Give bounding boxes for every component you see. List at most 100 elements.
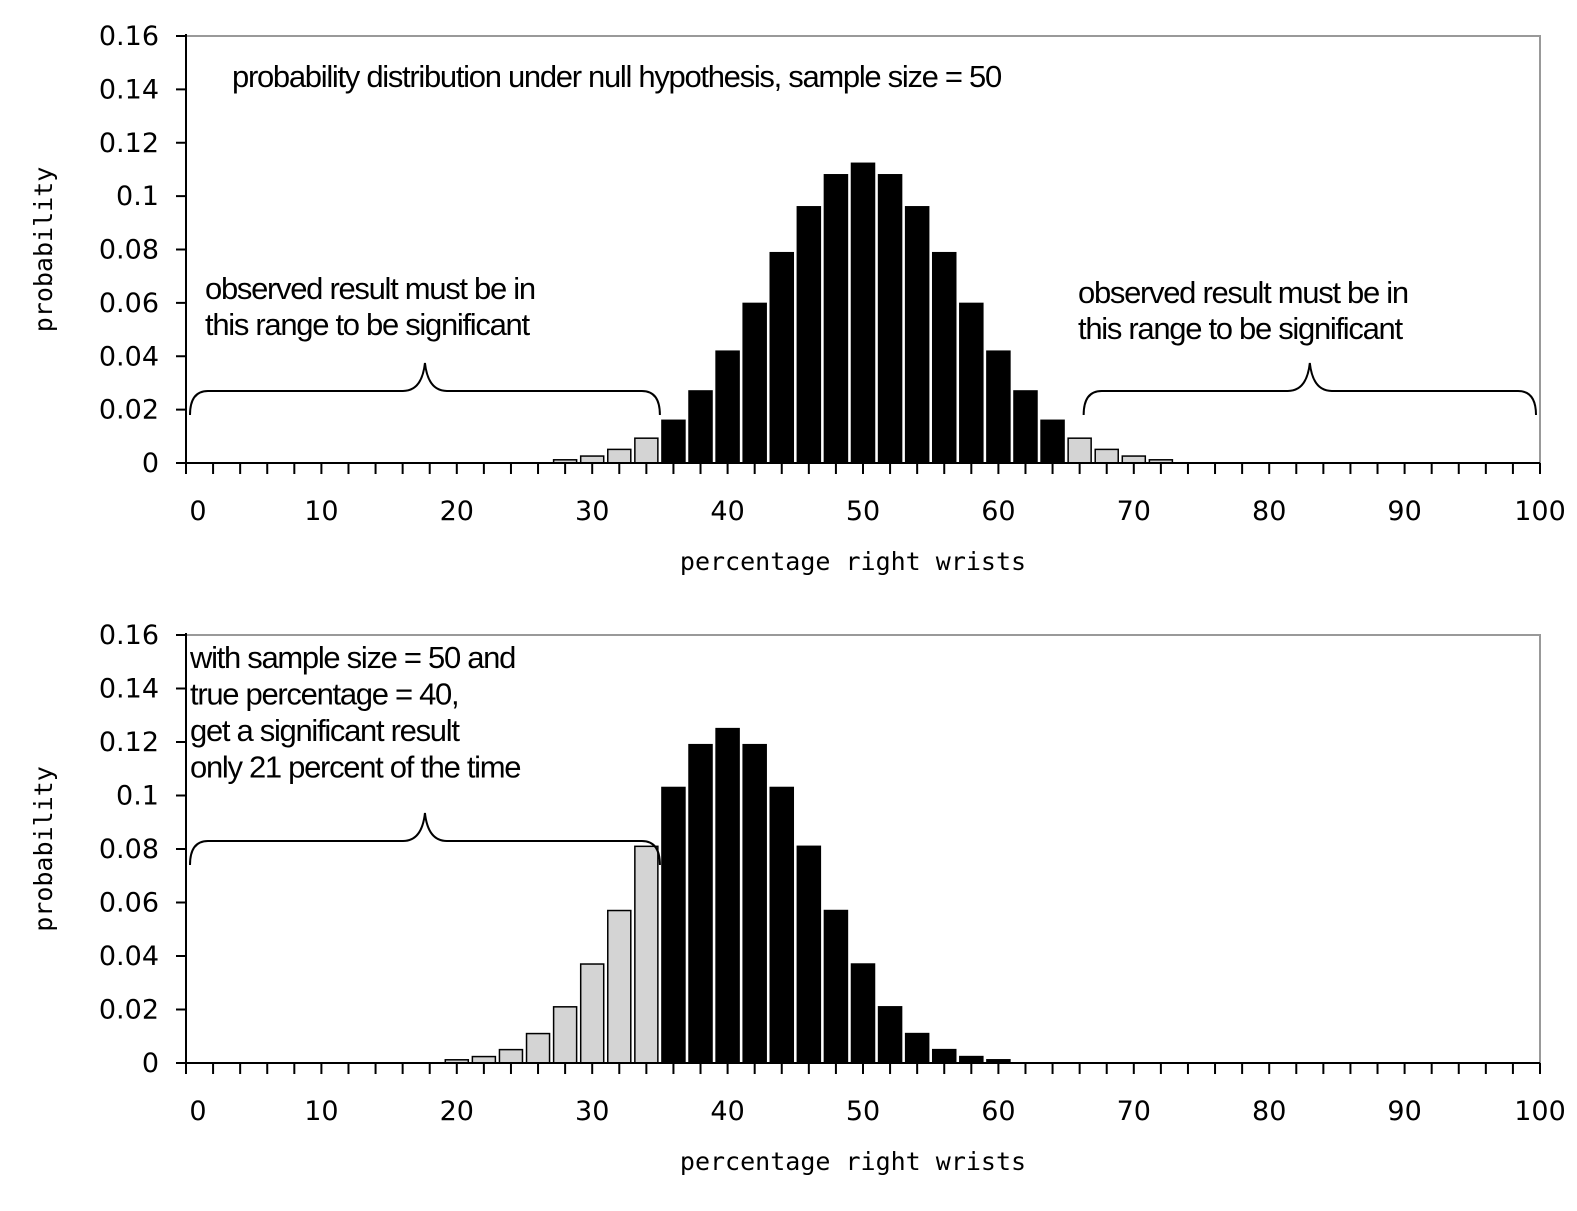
x-ticks: 0 10 20 30 40 50 60 70 80 90 100	[185, 463, 1566, 527]
bar-42	[742, 743, 767, 1064]
y-axis-label: probability	[29, 766, 58, 932]
y-tick-label: 0.12	[99, 727, 159, 758]
x-tick-label: 80	[1252, 496, 1286, 527]
bar-58	[959, 302, 984, 464]
bar-38	[688, 390, 713, 464]
significance-bracket	[189, 812, 661, 865]
annotation-line: this range to be significant	[1078, 311, 1403, 346]
bar-48	[823, 909, 849, 1064]
bar-64	[1040, 419, 1065, 464]
x-tick-label: 10	[304, 1096, 338, 1127]
y-ticks: 0 0.02 0.04 0.06 0.08 0.1 0.12 0.14 0.16	[99, 620, 186, 1079]
bar-38	[688, 743, 713, 1064]
annotation-line: this range to be significant	[205, 307, 530, 342]
y-tick-label: 0.14	[99, 74, 159, 105]
bar-60	[986, 350, 1011, 464]
x-tick-label: 30	[575, 496, 609, 527]
bar-significant-30	[579, 455, 605, 464]
y-tick-label: 0.06	[99, 888, 159, 919]
y-tick-label: 0.08	[99, 834, 159, 865]
y-tick-label: 0	[142, 1048, 159, 1079]
y-tick-label: 0.02	[99, 395, 159, 426]
x-tick-label: 90	[1387, 1096, 1421, 1127]
annotation-line: get a significant result	[190, 713, 460, 748]
y-tick-label: 0.14	[99, 674, 159, 705]
bar-54	[904, 206, 930, 464]
bar-50	[850, 162, 876, 464]
bar-46	[796, 845, 822, 1064]
x-tick-label: 70	[1117, 496, 1151, 527]
x-tick-label: 80	[1252, 1096, 1286, 1127]
bar-56	[931, 1048, 957, 1064]
x-tick-label: 0	[189, 496, 206, 527]
x-tick-label: 50	[846, 1096, 880, 1127]
bar-significant-34	[634, 845, 659, 1064]
significance-bracket	[189, 362, 661, 415]
bars	[552, 162, 1174, 464]
bar-46	[796, 206, 822, 464]
x-tick-label: 70	[1117, 1096, 1151, 1127]
annotation-line: observed result must be in	[205, 271, 535, 306]
significance-bracket	[1082, 362, 1537, 415]
bar-significant-26	[525, 1032, 551, 1064]
bar-significant-24	[498, 1048, 524, 1064]
bar-significant-28	[552, 1006, 578, 1064]
bar-44	[769, 786, 795, 1064]
bar-40	[715, 727, 740, 1064]
x-tick-label: 20	[440, 1096, 474, 1127]
y-tick-label: 0.16	[99, 620, 159, 651]
annotation-line: probability distribution under null hypo…	[232, 59, 1002, 94]
x-tick-label: 100	[1514, 496, 1566, 527]
x-tick-label: 60	[981, 1096, 1015, 1127]
x-tick-label: 40	[710, 1096, 744, 1127]
bar-36	[661, 786, 686, 1064]
x-tick-label: 30	[575, 1096, 609, 1127]
x-tick-label: 50	[846, 496, 880, 527]
annotation-text: probability distribution under null hypo…	[232, 59, 1002, 94]
annotation-text: with sample size = 50 and true percentage…	[189, 640, 520, 785]
x-axis-label: percentage right wrists	[680, 547, 1026, 576]
bar-significant-70	[1121, 455, 1147, 464]
bar-52	[877, 174, 903, 464]
bar-36	[661, 419, 686, 464]
bar-significant-66	[1067, 437, 1092, 464]
y-axis-label: probability	[29, 167, 58, 333]
bar-44	[769, 251, 795, 464]
x-axis-label: percentage right wrists	[680, 1147, 1026, 1176]
y-tick-label: 0.1	[116, 781, 159, 812]
y-tick-label: 0.08	[99, 235, 159, 266]
bars	[444, 727, 1011, 1064]
annotation-line: only 21 percent of the time	[190, 750, 520, 785]
annotation-text: observed result must be in this range to …	[1078, 275, 1408, 346]
bar-48	[823, 174, 849, 464]
x-tick-label: 10	[304, 496, 338, 527]
y-tick-label: 0.06	[99, 288, 159, 319]
bar-significant-34	[634, 437, 659, 464]
bar-significant-32	[607, 909, 632, 1064]
bar-54	[904, 1032, 930, 1064]
chart-panel-1: 0 0.02 0.04 0.06 0.08 0.1 0.12 0.14 0.16 0 10 20 30 4…	[29, 21, 1566, 576]
y-tick-label: 0.04	[99, 941, 159, 972]
x-tick-label: 20	[440, 496, 474, 527]
bar-significant-68	[1094, 448, 1119, 464]
chart-panel-2: 0 0.02 0.04 0.06 0.08 0.1 0.12 0.14 0.16 0 10 20 30 4…	[29, 620, 1566, 1176]
annotation-line: with sample size = 50 and	[189, 640, 515, 675]
annotation-line: observed result must be in	[1078, 275, 1408, 310]
annotation-line: true percentage = 40,	[190, 677, 458, 712]
bar-52	[877, 1006, 903, 1064]
y-tick-label: 0	[142, 448, 159, 479]
bar-significant-30	[579, 963, 605, 1064]
y-tick-label: 0.02	[99, 995, 159, 1026]
y-tick-label: 0.1	[116, 181, 159, 212]
y-tick-label: 0.04	[99, 341, 159, 372]
x-tick-label: 90	[1387, 496, 1421, 527]
x-ticks: 0 10 20 30 40 50 60 70 80 90 100	[185, 1063, 1566, 1127]
x-tick-label: 40	[710, 496, 744, 527]
x-tick-label: 100	[1514, 1096, 1566, 1127]
bar-significant-32	[607, 448, 632, 464]
annotation-text: observed result must be in this range to …	[205, 271, 535, 342]
y-ticks: 0 0.02 0.04 0.06 0.08 0.1 0.12 0.14 0.16	[99, 21, 186, 479]
y-tick-label: 0.16	[99, 21, 159, 52]
